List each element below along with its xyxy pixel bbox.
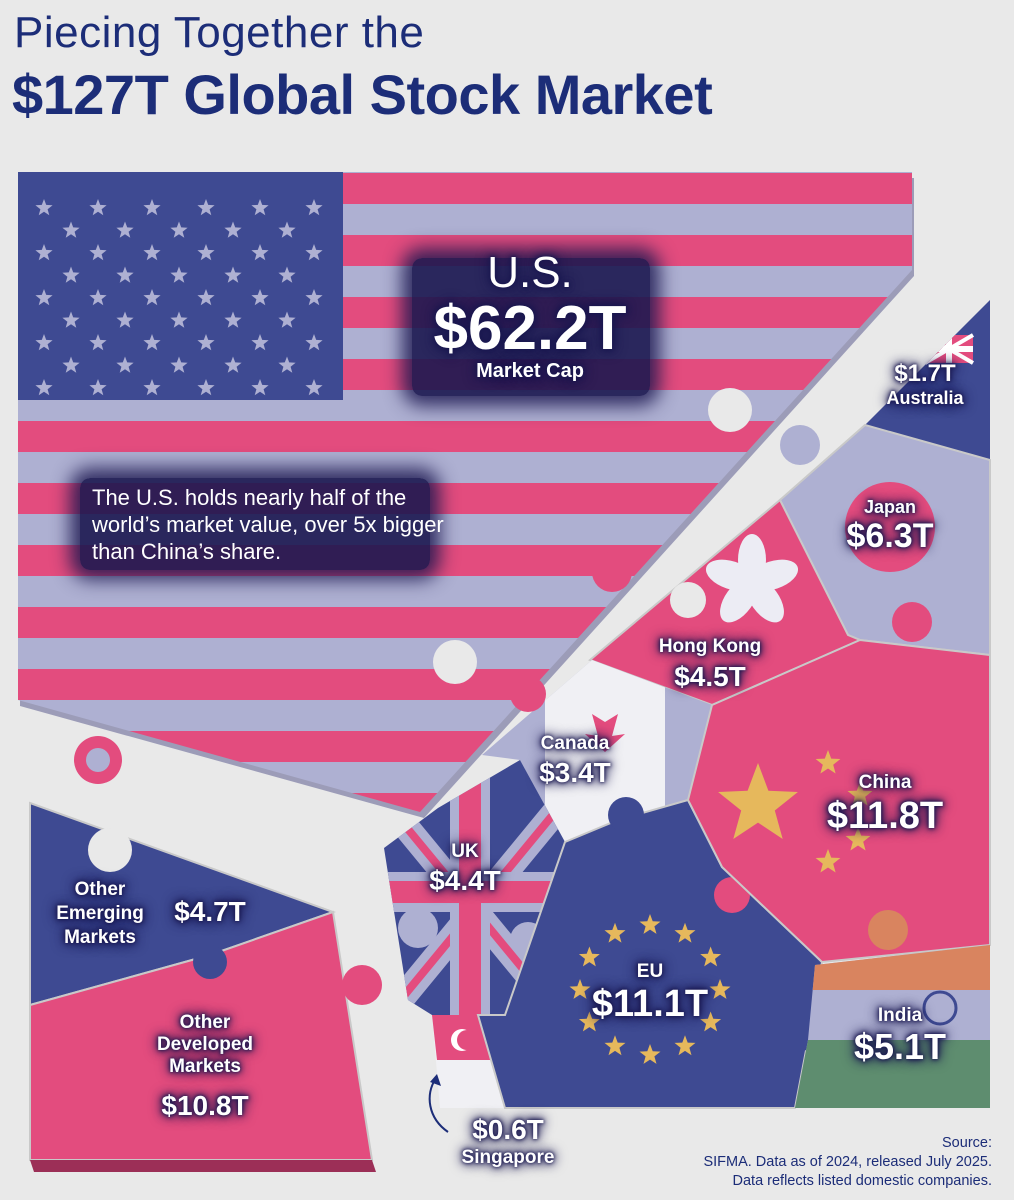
us-star-icon bbox=[305, 379, 323, 396]
label-japan: Japan $6.3T bbox=[846, 497, 934, 555]
us-star-icon bbox=[224, 221, 242, 238]
us-stars bbox=[35, 199, 323, 396]
us-star-icon bbox=[305, 244, 323, 261]
us-star-icon bbox=[170, 266, 188, 283]
hong-kong-petal-icon bbox=[705, 559, 757, 591]
label-oem-name: Other Emerging Markets bbox=[56, 879, 144, 948]
hong-kong-flower-icon bbox=[705, 534, 799, 623]
label-oem-value: $4.7T bbox=[174, 896, 246, 927]
title-line-1: Piecing Together the bbox=[14, 8, 425, 57]
us-star-icon bbox=[89, 244, 107, 261]
us-star-icon bbox=[35, 199, 53, 216]
us-star-icon bbox=[35, 289, 53, 306]
eu-star-icon bbox=[639, 914, 661, 934]
us-star-icon bbox=[251, 289, 269, 306]
us-star-icon bbox=[224, 266, 242, 283]
us-star-icon bbox=[278, 266, 296, 283]
china-star-icon bbox=[845, 827, 871, 851]
us-star-icon bbox=[251, 379, 269, 396]
piece-china bbox=[686, 638, 991, 964]
us-star-icon bbox=[35, 379, 53, 396]
china-star-icon bbox=[718, 763, 798, 839]
label-india: India $5.1T bbox=[853, 1005, 947, 1067]
us-star-icon bbox=[116, 266, 134, 283]
us-star-icon bbox=[35, 334, 53, 351]
us-star-icon bbox=[305, 334, 323, 351]
us-star-icon bbox=[197, 289, 215, 306]
us-note: The U.S. holds nearly half of the world’… bbox=[92, 485, 444, 564]
us-star-icon bbox=[89, 199, 107, 216]
us-star-icon bbox=[305, 199, 323, 216]
eu-stars bbox=[569, 914, 731, 1064]
us-star-icon bbox=[197, 379, 215, 396]
us-star-icon bbox=[197, 199, 215, 216]
label-singapore: $0.6T Singapore bbox=[461, 1114, 555, 1169]
china-star-icon bbox=[847, 782, 873, 806]
piece-singapore bbox=[432, 1015, 505, 1108]
us-star-icon bbox=[143, 199, 161, 216]
label-australia: $1.7T Australia bbox=[886, 360, 964, 409]
eu-star-icon bbox=[674, 1035, 696, 1056]
us-star-icon bbox=[251, 334, 269, 351]
us-star-icon bbox=[197, 334, 215, 351]
china-stars bbox=[718, 750, 873, 873]
eu-star-icon bbox=[604, 922, 626, 943]
label-odm-value: $10.8T bbox=[161, 1090, 249, 1121]
label-uk: UK $4.4T bbox=[429, 841, 501, 896]
piece-other-developed bbox=[29, 910, 382, 1172]
us-star-icon bbox=[62, 356, 80, 373]
us-star-icon bbox=[62, 311, 80, 328]
us-star-icon bbox=[251, 199, 269, 216]
us-star-icon bbox=[278, 221, 296, 238]
us-star-icon bbox=[305, 289, 323, 306]
us-star-icon bbox=[89, 379, 107, 396]
source-note: Source: SIFMA. Data as of 2024, released… bbox=[703, 1135, 992, 1189]
label-odm-name: Other Developed Markets bbox=[156, 1012, 254, 1077]
label-china: China $11.8T bbox=[826, 772, 944, 837]
us-star-icon bbox=[62, 266, 80, 283]
piece-other-emerging bbox=[29, 801, 336, 1007]
eu-star-icon bbox=[578, 946, 600, 967]
us-star-icon bbox=[278, 311, 296, 328]
piece-japan bbox=[778, 423, 991, 657]
us-star-icon bbox=[251, 244, 269, 261]
us-star-icon bbox=[224, 356, 242, 373]
us-star-icon bbox=[62, 221, 80, 238]
eu-star-icon bbox=[709, 979, 731, 999]
label-us: U.S. $62.2T Market Cap bbox=[433, 248, 627, 382]
us-star-icon bbox=[224, 311, 242, 328]
us-star-icon bbox=[197, 244, 215, 261]
us-star-icon bbox=[143, 379, 161, 396]
us-star-icon bbox=[116, 311, 134, 328]
us-star-icon bbox=[35, 244, 53, 261]
label-canada: Canada $3.4T bbox=[539, 733, 611, 788]
eu-star-icon bbox=[700, 946, 722, 967]
us-star-icon bbox=[116, 221, 134, 238]
us-star-icon bbox=[89, 334, 107, 351]
us-star-icon bbox=[143, 244, 161, 261]
label-hong-kong: Hong Kong $4.5T bbox=[658, 636, 762, 692]
us-star-icon bbox=[170, 356, 188, 373]
label-eu: EU $11.1T bbox=[591, 961, 709, 1025]
us-star-icon bbox=[170, 221, 188, 238]
eu-star-icon bbox=[604, 1035, 626, 1056]
eu-star-icon bbox=[700, 1011, 722, 1032]
china-star-icon bbox=[815, 849, 841, 873]
us-star-icon bbox=[116, 356, 134, 373]
china-star-icon bbox=[815, 750, 841, 774]
eu-star-icon bbox=[578, 1011, 600, 1032]
piece-india bbox=[795, 945, 990, 1108]
us-star-icon bbox=[89, 289, 107, 306]
us-star-icon bbox=[143, 334, 161, 351]
eu-star-icon bbox=[569, 979, 591, 999]
eu-star-icon bbox=[639, 1044, 661, 1064]
us-star-icon bbox=[143, 289, 161, 306]
us-star-icon bbox=[278, 356, 296, 373]
title-line-2: $127T Global Stock Market bbox=[12, 63, 713, 126]
eu-star-icon bbox=[674, 922, 696, 943]
us-star-icon bbox=[170, 311, 188, 328]
